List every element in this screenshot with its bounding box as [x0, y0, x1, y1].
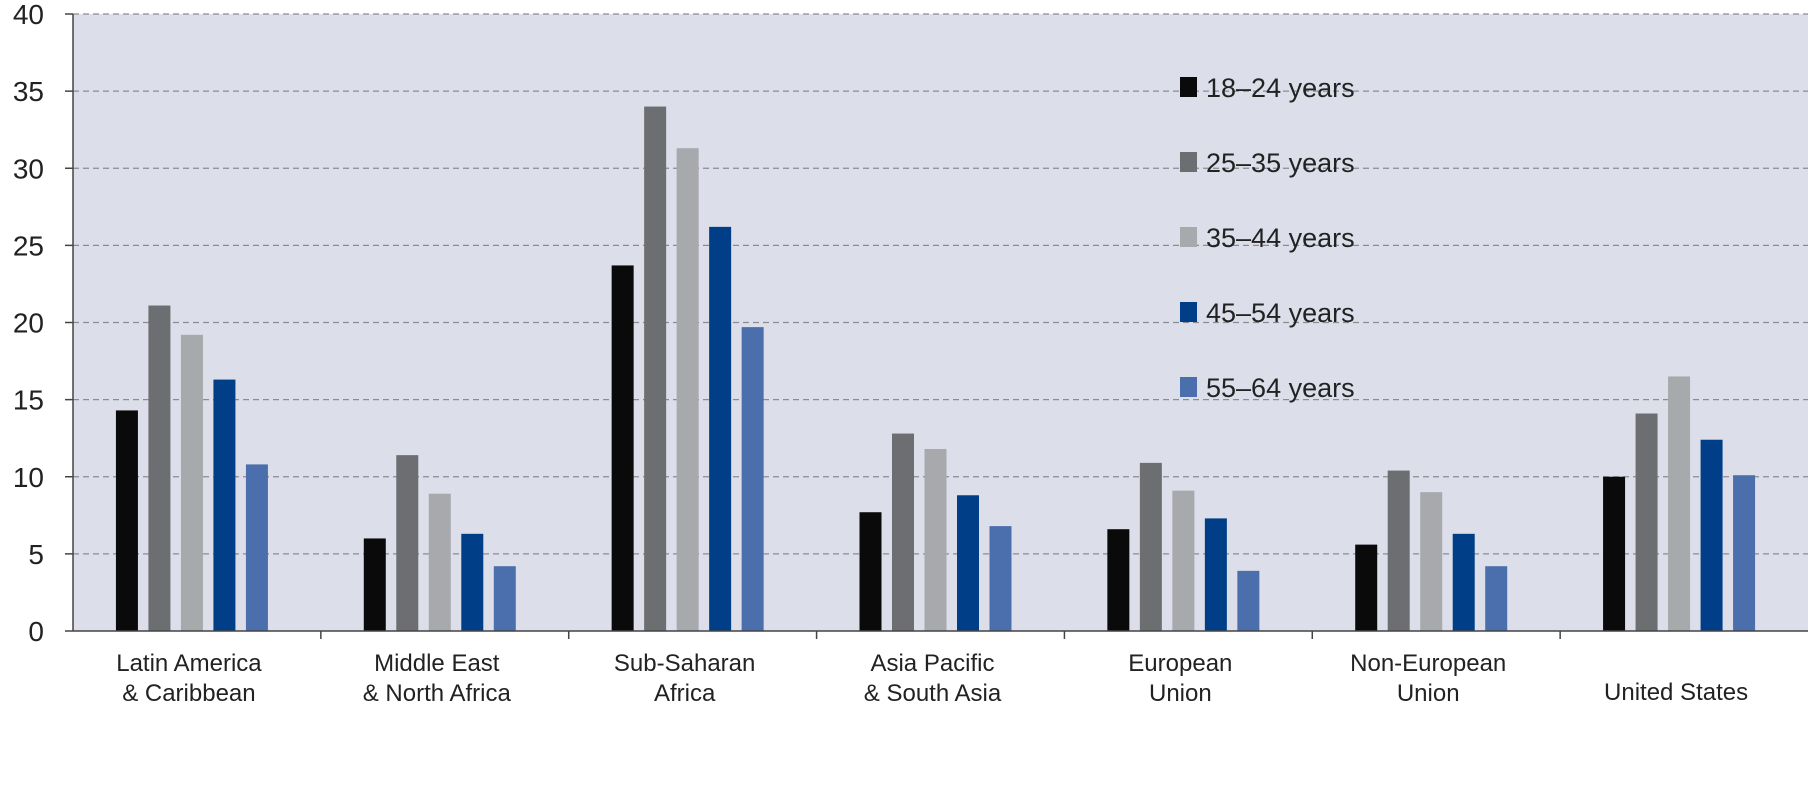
- bar: [1139, 462, 1162, 631]
- legend-swatch: [1180, 77, 1197, 97]
- bar: [363, 538, 386, 631]
- x-category-label: Africa: [654, 680, 716, 707]
- y-tick-label: 40: [13, 0, 44, 30]
- bar: [1107, 529, 1130, 631]
- bar: [924, 448, 947, 631]
- bar: [493, 566, 516, 631]
- y-tick-label: 10: [13, 462, 44, 493]
- bar: [1733, 475, 1756, 631]
- x-category-label: Non-European: [1350, 650, 1506, 677]
- bar: [213, 379, 236, 631]
- legend-label: 35–44 years: [1206, 223, 1355, 253]
- bar: [115, 410, 138, 631]
- bar: [1355, 544, 1378, 631]
- bar: [1420, 492, 1443, 631]
- bar: [644, 106, 667, 632]
- bar: [148, 305, 171, 631]
- bar: [741, 327, 764, 631]
- bar: [1485, 566, 1508, 631]
- bar: [1387, 470, 1410, 631]
- x-category-label: Union: [1149, 680, 1212, 707]
- y-tick-label: 5: [28, 539, 44, 570]
- x-category-label: Union: [1397, 680, 1460, 707]
- x-category-label: Latin America: [116, 650, 262, 677]
- y-tick-label: 25: [13, 230, 44, 261]
- bar: [428, 493, 451, 631]
- x-category-label: Sub-Saharan: [614, 650, 755, 677]
- bar: [611, 265, 634, 631]
- x-category-label: & Caribbean: [122, 680, 255, 707]
- legend-label: 18–24 years: [1206, 73, 1355, 103]
- legend-swatch: [1180, 302, 1197, 322]
- y-tick-label: 15: [13, 385, 44, 416]
- x-category-label: Middle East: [374, 650, 500, 677]
- y-tick-label: 30: [13, 153, 44, 184]
- y-tick-label: 20: [13, 308, 44, 339]
- x-category-label: Asia Pacific: [870, 650, 994, 677]
- bar: [989, 526, 1012, 631]
- legend-label: 45–54 years: [1206, 298, 1355, 328]
- legend-swatch: [1180, 377, 1197, 397]
- bar: [957, 495, 979, 631]
- bar: [245, 464, 268, 631]
- axes: 0 5 10 15 20 25 30 35 40 Latin America & Caribbean…: [13, 0, 1808, 707]
- bar: [1172, 490, 1195, 631]
- bar: [1204, 518, 1227, 631]
- bar: [180, 334, 203, 631]
- bars: [115, 106, 1756, 632]
- bar: [1668, 376, 1691, 631]
- bar: [676, 148, 699, 631]
- legend-swatch: [1180, 152, 1197, 172]
- bar: [461, 533, 484, 631]
- bar: [1452, 533, 1475, 631]
- legend-label: 55–64 years: [1206, 373, 1355, 403]
- bar: [1603, 476, 1626, 631]
- legend-label: 25–35 years: [1206, 148, 1355, 178]
- bar: [1237, 570, 1260, 631]
- bar: [1635, 413, 1658, 631]
- y-tick-label: 0: [28, 616, 44, 647]
- bar: [1700, 439, 1723, 631]
- legend: 18–24 years 25–35 years 35–44 years 45–54 y…: [1180, 73, 1355, 403]
- bar: [396, 455, 419, 631]
- bar: [859, 512, 882, 631]
- x-category-label: & North Africa: [363, 680, 512, 707]
- legend-swatch: [1180, 227, 1197, 247]
- bar: [892, 433, 914, 631]
- y-tick-label: 35: [13, 76, 44, 107]
- x-category-label: United States: [1604, 679, 1748, 706]
- x-category-label: European: [1128, 650, 1232, 677]
- grid-lines: [73, 13, 1808, 555]
- bar: [709, 226, 732, 632]
- x-category-label: & South Asia: [864, 680, 1002, 707]
